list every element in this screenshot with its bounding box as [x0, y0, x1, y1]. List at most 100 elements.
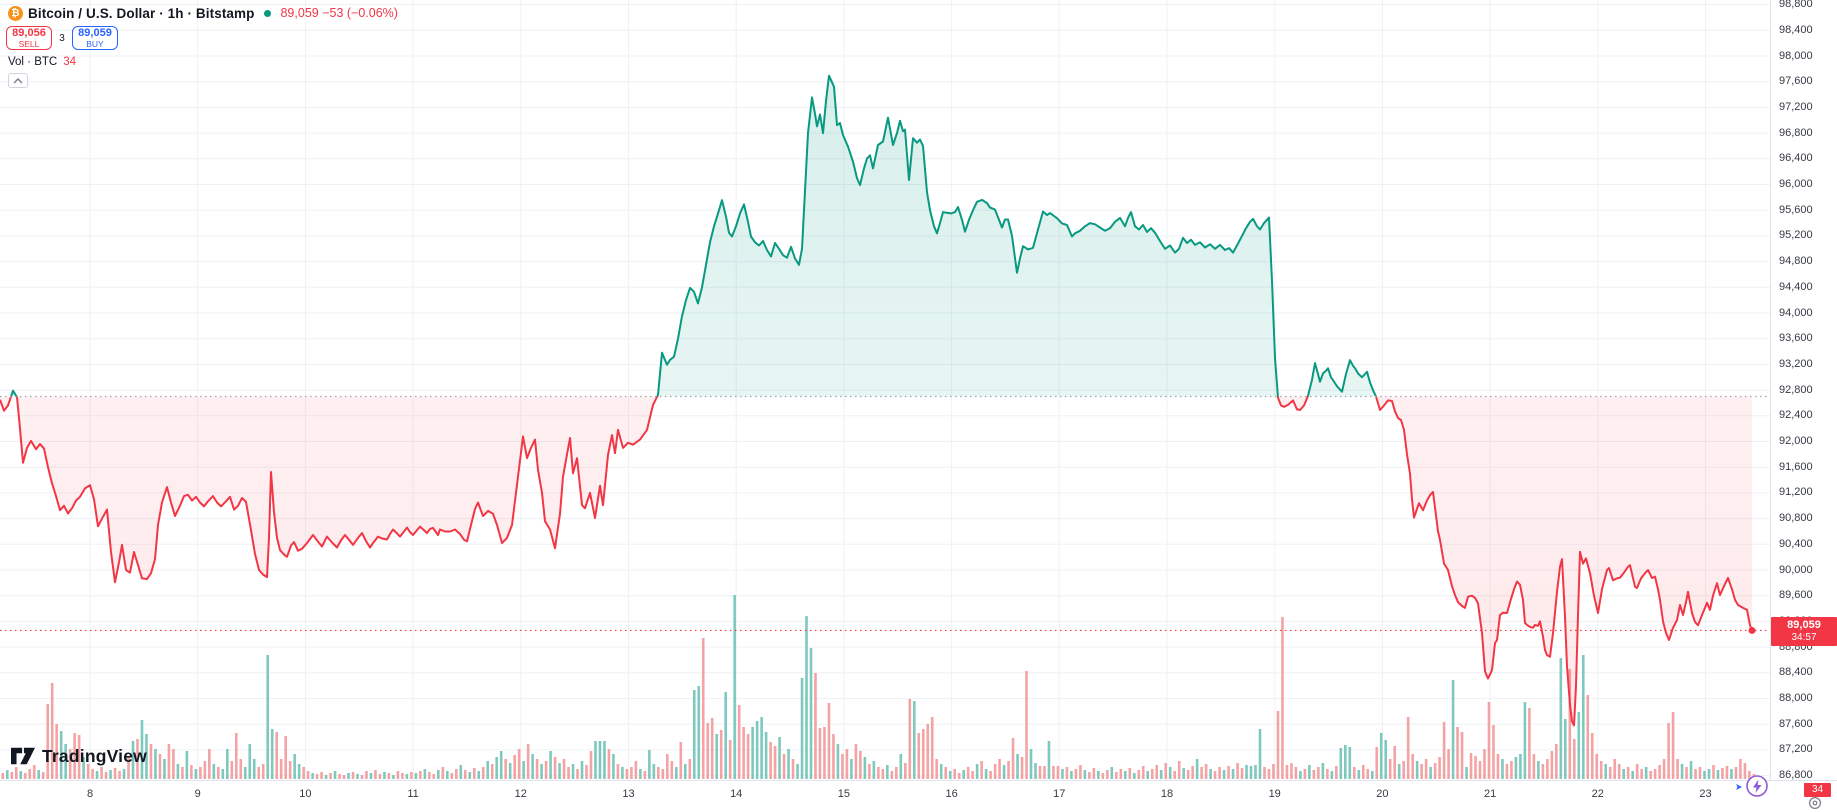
volume-bar [194, 769, 198, 779]
volume-bar [697, 686, 701, 779]
volume-bar [823, 727, 826, 779]
volume-bar [297, 764, 301, 779]
volume-bar [1393, 746, 1396, 779]
volume-bar [1689, 761, 1693, 779]
volume-bar [1501, 759, 1504, 779]
volume-bar [1357, 770, 1361, 779]
volume-bar [522, 761, 525, 779]
volume-bar [212, 764, 216, 779]
volume-bar [1604, 764, 1608, 779]
lightning-icon [1753, 779, 1762, 793]
volume-bar [1191, 766, 1194, 779]
price-axis-label: 96,800 [1779, 126, 1813, 139]
volume-bar [1568, 669, 1572, 779]
volume-bar [50, 683, 54, 779]
time-axis-label: 11 [407, 788, 419, 800]
volume-bar [558, 763, 561, 779]
price-axis[interactable]: 98,800 98,400 98,000 97,600 97,200 96,800 96,4… [1770, 0, 1837, 781]
time-axis-label: 9 [194, 788, 201, 800]
volume-bar [1716, 770, 1720, 779]
volume-bar [163, 759, 166, 779]
price-axis-label: 90,400 [1779, 537, 1813, 550]
volume-bar [661, 769, 665, 779]
cursor-arrow-icon [1736, 784, 1742, 790]
volume-study-label: Vol · BTC [8, 56, 58, 68]
volume-bar [1159, 770, 1163, 779]
chart-plot[interactable] [0, 0, 1837, 780]
volume-bar [1442, 722, 1446, 779]
time-axis-label: 8 [86, 788, 94, 800]
volume-bar [989, 771, 992, 779]
volume-bar [1523, 702, 1527, 779]
volume-bar [1653, 769, 1657, 779]
volume-bar [387, 773, 391, 779]
volume-bar [742, 727, 745, 779]
volume-bar [208, 749, 211, 779]
volume-bar [10, 772, 14, 779]
volume-bar [1348, 747, 1352, 779]
time-axis-label: 21 [1483, 788, 1497, 800]
tradingview-mark-icon [11, 747, 35, 765]
volume-bar [1321, 763, 1325, 779]
volume-bar [764, 732, 768, 779]
volume-bar [1573, 739, 1576, 779]
volume-bar [1626, 767, 1630, 779]
boost-button[interactable] [1733, 774, 1773, 805]
volume-bar [1613, 759, 1617, 779]
volume-bar [261, 764, 265, 779]
volume-bar [1173, 771, 1176, 779]
volume-bar [1581, 655, 1585, 779]
timezone-target-icon[interactable] [1808, 796, 1822, 812]
volume-bar [1020, 757, 1024, 779]
volume-study-row[interactable]: Vol · BTC 34 [8, 56, 398, 68]
current-volume-badge: 34 [1804, 783, 1831, 797]
volume-bar [414, 773, 418, 779]
time-axis[interactable]: 8 9 10 11 12 13 14 15 16 17 18 19 20 21 22 23 [0, 780, 1837, 812]
volume-bar [1375, 747, 1379, 779]
volume-bar [1245, 765, 1248, 779]
tradingview-logo[interactable]: TradingView [10, 744, 147, 768]
volume-bar [1052, 766, 1055, 779]
price-axis-label: 95,600 [1779, 203, 1813, 216]
volume-bar [405, 774, 409, 779]
volume-bar [1326, 769, 1329, 779]
volume-bar [917, 733, 921, 779]
volume-bar [1061, 769, 1064, 779]
volume-bar [1420, 764, 1423, 779]
volume-bar [1685, 767, 1688, 779]
volume-study-value: 34 [63, 56, 77, 68]
volume-bar [234, 733, 238, 779]
volume-bar [1676, 759, 1679, 779]
volume-bar [1550, 751, 1554, 779]
volume-bar [800, 678, 804, 779]
volume-bar [1254, 765, 1257, 779]
volume-bar [1743, 763, 1747, 779]
buy-button[interactable]: 89,059 BUY [72, 26, 118, 50]
collapse-legend-button[interactable] [8, 73, 28, 88]
sell-button[interactable]: 89,056 SELL [6, 26, 52, 50]
volume-bar [1038, 766, 1042, 779]
volume-bar [19, 771, 23, 779]
volume-bar [158, 754, 162, 779]
volume-bar [1748, 771, 1751, 779]
volume-bar [1070, 771, 1073, 779]
price-line-up [9, 74, 1378, 397]
area-fill-above-baseline [11, 75, 1377, 397]
volume-bar [1496, 754, 1500, 779]
volume-bar [1303, 769, 1307, 779]
volume-bar [504, 759, 507, 779]
volume-bar [625, 769, 629, 779]
volume-bar [432, 774, 436, 779]
symbol-title[interactable]: Bitcoin / U.S. Dollar · 1h · Bitstamp [28, 5, 255, 21]
volume-bar [59, 731, 63, 779]
current-price-badge: 89,059 34:57 [1771, 617, 1837, 647]
time-axis-label: 14 [730, 788, 743, 800]
volume-bar [701, 638, 705, 779]
volume-bar [190, 765, 193, 779]
spread-value: 3 [59, 32, 65, 44]
volume-bar [675, 767, 678, 779]
volume-bar [571, 764, 575, 779]
volume-bar [513, 755, 516, 779]
volume-bar [1586, 695, 1590, 779]
volume-bar [279, 759, 283, 779]
